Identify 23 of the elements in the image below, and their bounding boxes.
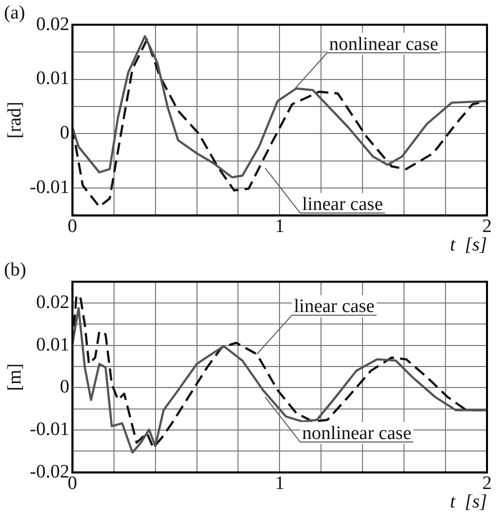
y-tick-label: 0.02 [36,292,70,313]
x-tick-label: 1 [274,216,284,237]
y-tick-label: 0 [60,376,70,398]
y-tick-label: 0.01 [36,68,70,90]
y-tick-label: -0.02 [30,461,70,482]
chart-title: (b) [4,259,26,280]
x-axis-title: t [s] [450,234,487,256]
annotation: linear case [294,296,375,318]
y-tick-label: 0 [60,122,70,144]
x-tick-label: 2 [482,472,492,494]
y-axis-title: [rad] [4,102,26,139]
y-axis-title: [m] [4,363,26,391]
y-tick-label: 0.02 [36,14,70,35]
chart-title: (a) [4,2,26,24]
x-tick-label: 2 [482,216,492,237]
y-tick-label: -0.01 [30,177,70,198]
annotation: nonlinear case [302,423,412,444]
x-tick-label: 1 [274,472,284,494]
annotation: nonlinear case [329,34,438,55]
y-tick-label: -0.01 [30,419,70,440]
y-tick-label: 0.01 [36,334,70,356]
x-axis-title: t [s] [450,492,487,513]
annotation: linear case [302,194,383,216]
